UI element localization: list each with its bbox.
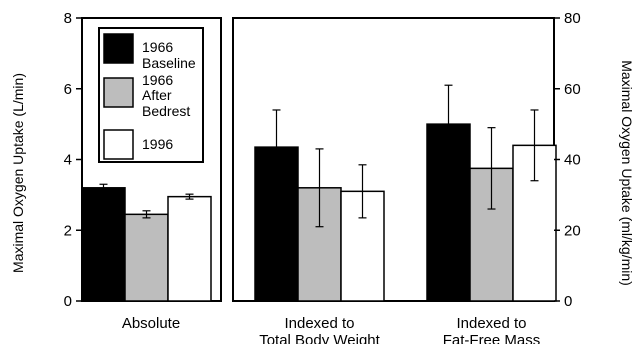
category-label-indexed: Indexed to (284, 315, 354, 332)
right-y-axis: 0 20 40 60 80 (554, 10, 581, 310)
right-y-tick-label: 40 (564, 152, 581, 169)
right-y-tick-label: 20 (564, 222, 581, 239)
category-label-indexed: Total Body Weight (259, 332, 380, 344)
left-y-tick-label: 6 (64, 81, 72, 98)
right-y-axis-title: Maximal Oxygen Uptake (ml/kg/min) (619, 60, 635, 286)
bar-1996 (167, 195, 212, 302)
left-y-tick-label: 2 (64, 222, 72, 239)
legend-swatch (103, 129, 134, 160)
legend-swatch (103, 77, 134, 108)
category-label-indexed: Indexed to (456, 315, 526, 332)
left-y-tick-label: 4 (64, 152, 72, 169)
legend-swatch (103, 33, 134, 64)
category-label-absolute: Absolute (122, 315, 180, 332)
legend-label: After (142, 87, 172, 103)
absolute-bars (81, 183, 212, 302)
bar-1966-after-bedrest (124, 213, 169, 302)
legend-label: Baseline (142, 55, 196, 71)
bar-1966-baseline (81, 187, 126, 302)
left-y-tick-label: 8 (64, 10, 72, 27)
left-y-axis: 0 2 4 6 8 (64, 10, 82, 310)
legend-label: Bedrest (142, 103, 190, 119)
legend-label: 1966 (142, 72, 173, 88)
right-y-tick-label: 80 (564, 10, 581, 27)
right-y-tick-label: 60 (564, 81, 581, 98)
absolute-panel: Maximal Oxygen Uptake (L/min) 0 2 4 6 8 Abso… (10, 10, 222, 332)
right-y-tick-label: 0 (564, 293, 572, 310)
legend-label: 1966 (142, 39, 173, 55)
indexed-bars (254, 84, 557, 302)
left-y-tick-label: 0 (64, 293, 72, 310)
left-y-axis-title: Maximal Oxygen Uptake (L/min) (10, 73, 26, 273)
category-label-indexed: Fat-Free Mass (443, 332, 541, 344)
legend-label: 1996 (142, 136, 173, 152)
